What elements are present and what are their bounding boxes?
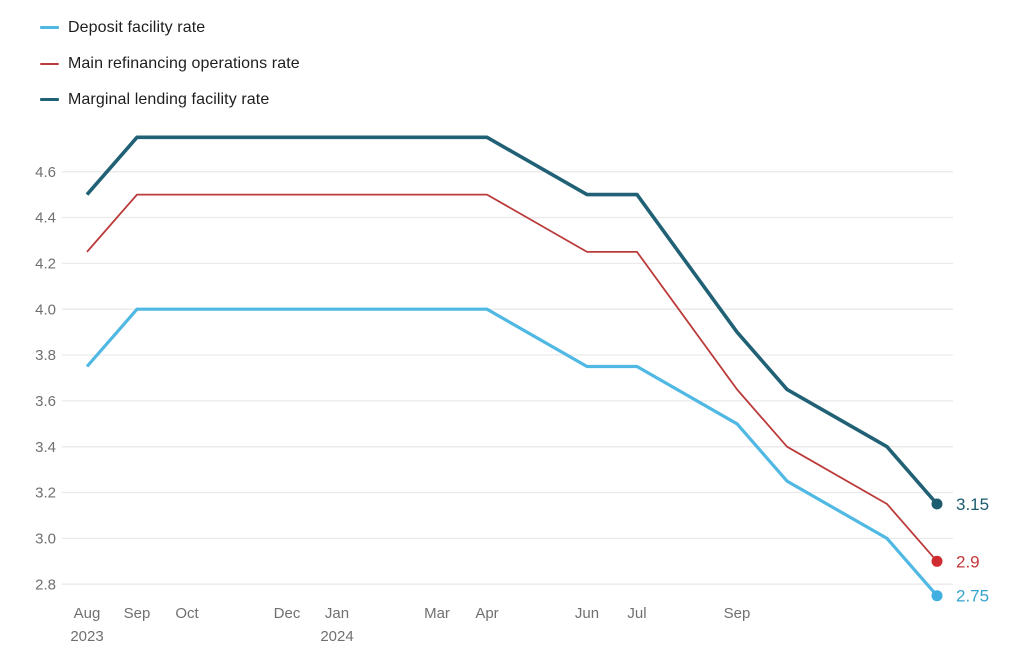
legend-item-mro: Main refinancing operations rate	[40, 52, 300, 75]
legend-label-mro: Main refinancing operations rate	[68, 54, 300, 72]
end-value-label-mro: 2.9	[956, 552, 980, 571]
x-axis-tick-label: Sep	[724, 605, 751, 622]
end-dot-mlf	[931, 498, 943, 510]
x-axis-year-label: 2024	[320, 628, 353, 645]
y-axis-tick-label: 2.8	[35, 576, 56, 593]
series-line-mlf	[85, 135, 939, 506]
end-dot-mro	[931, 555, 943, 567]
series-line-deposit	[85, 307, 939, 597]
legend-label-deposit: Deposit facility rate	[68, 18, 206, 36]
y-axis-tick-label: 4.6	[35, 164, 56, 181]
legend-swatch-mro-line	[40, 62, 59, 65]
y-axis-tick-label: 4.2	[35, 256, 56, 273]
y-axis-tick-label: 3.4	[35, 439, 56, 456]
x-axis-tick-label: Jul	[627, 605, 646, 622]
x-axis-tick-label: Oct	[175, 605, 199, 622]
x-axis-tick-label: Mar	[424, 605, 450, 622]
y-axis-tick-label: 4.4	[35, 210, 56, 227]
legend-swatch-deposit-line	[40, 26, 59, 29]
x-axis-tick-label: Aug	[74, 605, 101, 622]
x-axis-tick-label: Sep	[124, 605, 151, 622]
series-line-mro	[86, 193, 938, 562]
y-axis-tick-label: 3.0	[35, 531, 56, 548]
x-axis-tick-label: Apr	[475, 605, 498, 622]
x-axis-tick-label: Dec	[274, 605, 301, 622]
y-axis-tick-label: 3.6	[35, 393, 56, 410]
legend-label-mlf: Marginal lending facility rate	[68, 90, 270, 108]
x-axis-tick-label: Jun	[575, 605, 599, 622]
legend: Deposit facility rate Main refinancing o…	[40, 16, 300, 124]
legend-item-deposit: Deposit facility rate	[40, 16, 300, 39]
x-axis-year-label: 2023	[70, 628, 103, 645]
end-value-label-mlf: 3.15	[956, 495, 989, 514]
y-axis-tick-label: 4.0	[35, 301, 56, 318]
y-axis-tick-label: 3.2	[35, 485, 56, 502]
end-value-label-deposit: 2.75	[956, 587, 989, 606]
legend-swatch-mlf-line	[40, 98, 59, 101]
y-axis-tick-label: 3.8	[35, 347, 56, 364]
x-axis-tick-label: Jan	[325, 605, 349, 622]
legend-item-mlf: Marginal lending facility rate	[40, 88, 300, 111]
end-dot-deposit	[931, 590, 943, 602]
